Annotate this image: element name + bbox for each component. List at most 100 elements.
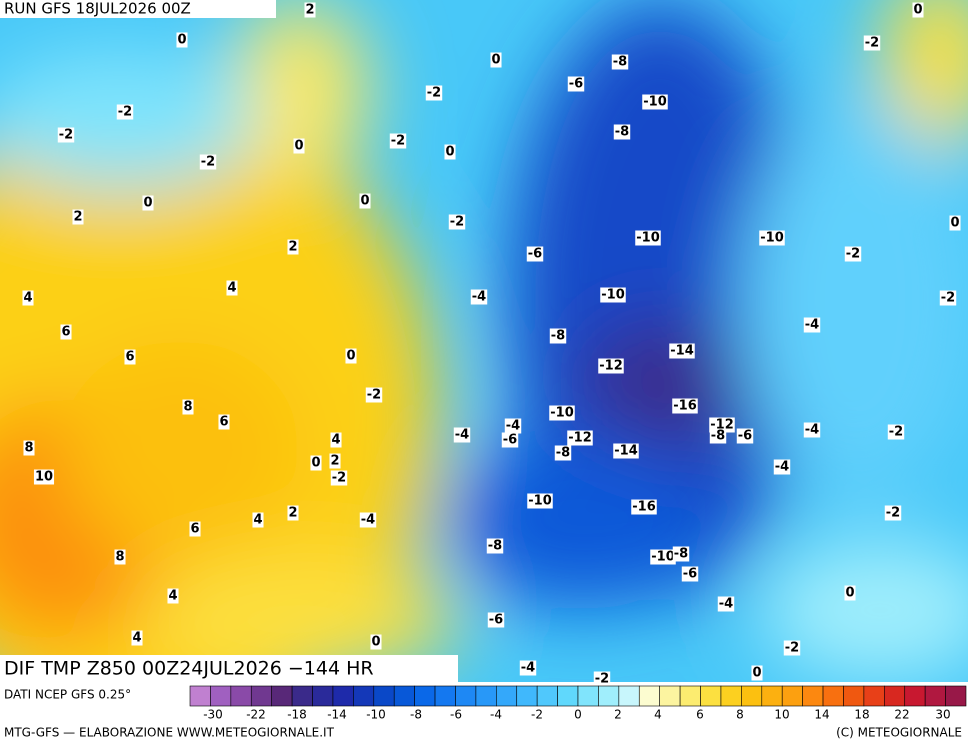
contour-label: -4 <box>455 428 469 443</box>
contour-label-box <box>642 94 668 110</box>
contour-label-box <box>22 290 34 306</box>
colorbar-swatch <box>802 685 824 707</box>
credit-label: MTG-GFS — ELABORAZIONE WWW.METEOGIORNALE… <box>4 726 335 740</box>
contour-label-box <box>567 430 593 446</box>
colorbar-tick-label: 22 <box>894 708 909 722</box>
contour-label: -10 <box>760 231 784 246</box>
contour-label: -12 <box>568 431 592 446</box>
colorbar-swatch <box>291 685 313 707</box>
contour-label: 8 <box>115 550 124 565</box>
contour-label-box <box>131 630 143 646</box>
colorbar-tick-label: -10 <box>366 708 386 722</box>
contour-label-box <box>912 2 924 18</box>
colorbar-swatch <box>904 685 926 707</box>
contour-label-box <box>293 138 305 154</box>
contour-label-box <box>33 469 55 485</box>
contour-label-box <box>218 414 230 430</box>
contour-label-box <box>124 349 136 365</box>
colorbar-tick-label: -14 <box>327 708 347 722</box>
contour-label: -6 <box>489 613 503 628</box>
contour-label: -2 <box>118 105 132 120</box>
contour-label-box <box>567 76 585 92</box>
colorbar-swatch <box>373 685 395 707</box>
contour-label-box <box>554 445 572 461</box>
contour-label-box <box>60 324 72 340</box>
colorbar-swatch <box>679 685 701 707</box>
contour-label: -2 <box>391 134 405 149</box>
title-box <box>0 655 458 682</box>
contour-label-box <box>672 398 698 414</box>
colorbar-swatch <box>945 685 967 707</box>
contour-label: 2 <box>305 3 314 18</box>
contour-label: 4 <box>331 433 340 448</box>
contour-label-box <box>330 470 348 486</box>
contour-label: 8 <box>24 441 33 456</box>
contour-label-box <box>330 432 342 448</box>
contour-label: -2 <box>367 388 381 403</box>
colorbar-tick-label: 8 <box>736 708 744 722</box>
contour-label: 6 <box>190 522 199 537</box>
contour-label: 0 <box>752 666 761 681</box>
colorbar-swatch <box>659 685 681 707</box>
contour-label: -2 <box>865 36 879 51</box>
colorbar-tick-label: 10 <box>774 708 789 722</box>
colorbar-swatch <box>822 685 844 707</box>
contour-label-box <box>448 214 466 230</box>
colorbar-tick-label: 2 <box>614 708 622 722</box>
colorbar-swatch <box>741 685 763 707</box>
contour-label-box <box>359 193 371 209</box>
contour-label-box <box>598 358 624 374</box>
contour-label-box <box>199 154 217 170</box>
contour-label: -8 <box>488 539 502 554</box>
contour-label-box <box>527 493 553 509</box>
contour-label: -10 <box>601 288 625 303</box>
contour-label-box <box>681 566 699 582</box>
contour-label-box <box>549 405 575 421</box>
contour-label: 2 <box>73 210 82 225</box>
colorbar-swatch <box>250 685 272 707</box>
contour-label: -4 <box>719 597 733 612</box>
contour-label: 0 <box>360 194 369 209</box>
colorbar-swatch <box>781 685 803 707</box>
contour-label-box <box>189 521 201 537</box>
contour-label: -2 <box>450 215 464 230</box>
contour-label-box <box>310 455 322 471</box>
contour-label: -8 <box>674 547 688 562</box>
contour-label: 0 <box>177 33 186 48</box>
contour-label-box <box>287 239 299 255</box>
contour-label-box <box>470 289 488 305</box>
contour-label-box <box>252 512 264 528</box>
contour-label-box <box>490 52 502 68</box>
colorbar-swatch <box>557 685 579 707</box>
colorbar-swatch <box>455 685 477 707</box>
contour-label: 0 <box>445 145 454 160</box>
colorbar-swatch <box>189 685 211 707</box>
contour-label: 4 <box>253 513 262 528</box>
contour-label: -2 <box>427 86 441 101</box>
colorbar-swatch <box>536 685 558 707</box>
contour-label-box <box>370 634 382 650</box>
contour-label-box <box>773 459 791 475</box>
colorbar-swatch <box>720 685 742 707</box>
contour-label: -4 <box>506 419 520 434</box>
copyright-label: (C) METEOGIORNALE <box>836 726 962 740</box>
contour-label: -4 <box>521 661 535 676</box>
contour-label-box <box>345 348 357 364</box>
contour-label: 10 <box>35 470 53 485</box>
contour-label-box <box>844 585 856 601</box>
colorbar-swatch <box>598 685 620 707</box>
contour-label: 0 <box>294 139 303 154</box>
contour-label-box <box>526 246 544 262</box>
contour-label-box <box>613 443 639 459</box>
contour-label: -10 <box>651 550 675 565</box>
colorbar-swatch <box>353 685 375 707</box>
colorbar-tick-label: -18 <box>287 708 307 722</box>
contour-label: -4 <box>472 290 486 305</box>
contour-label: -4 <box>361 513 375 528</box>
colorbar-tick-label: 4 <box>654 708 662 722</box>
contour-label: -2 <box>846 247 860 262</box>
colorbar-tick-label: 30 <box>935 708 950 722</box>
colorbar-tick-label: 18 <box>854 708 869 722</box>
contour-label-box <box>142 195 154 211</box>
contour-label: 8 <box>183 400 192 415</box>
